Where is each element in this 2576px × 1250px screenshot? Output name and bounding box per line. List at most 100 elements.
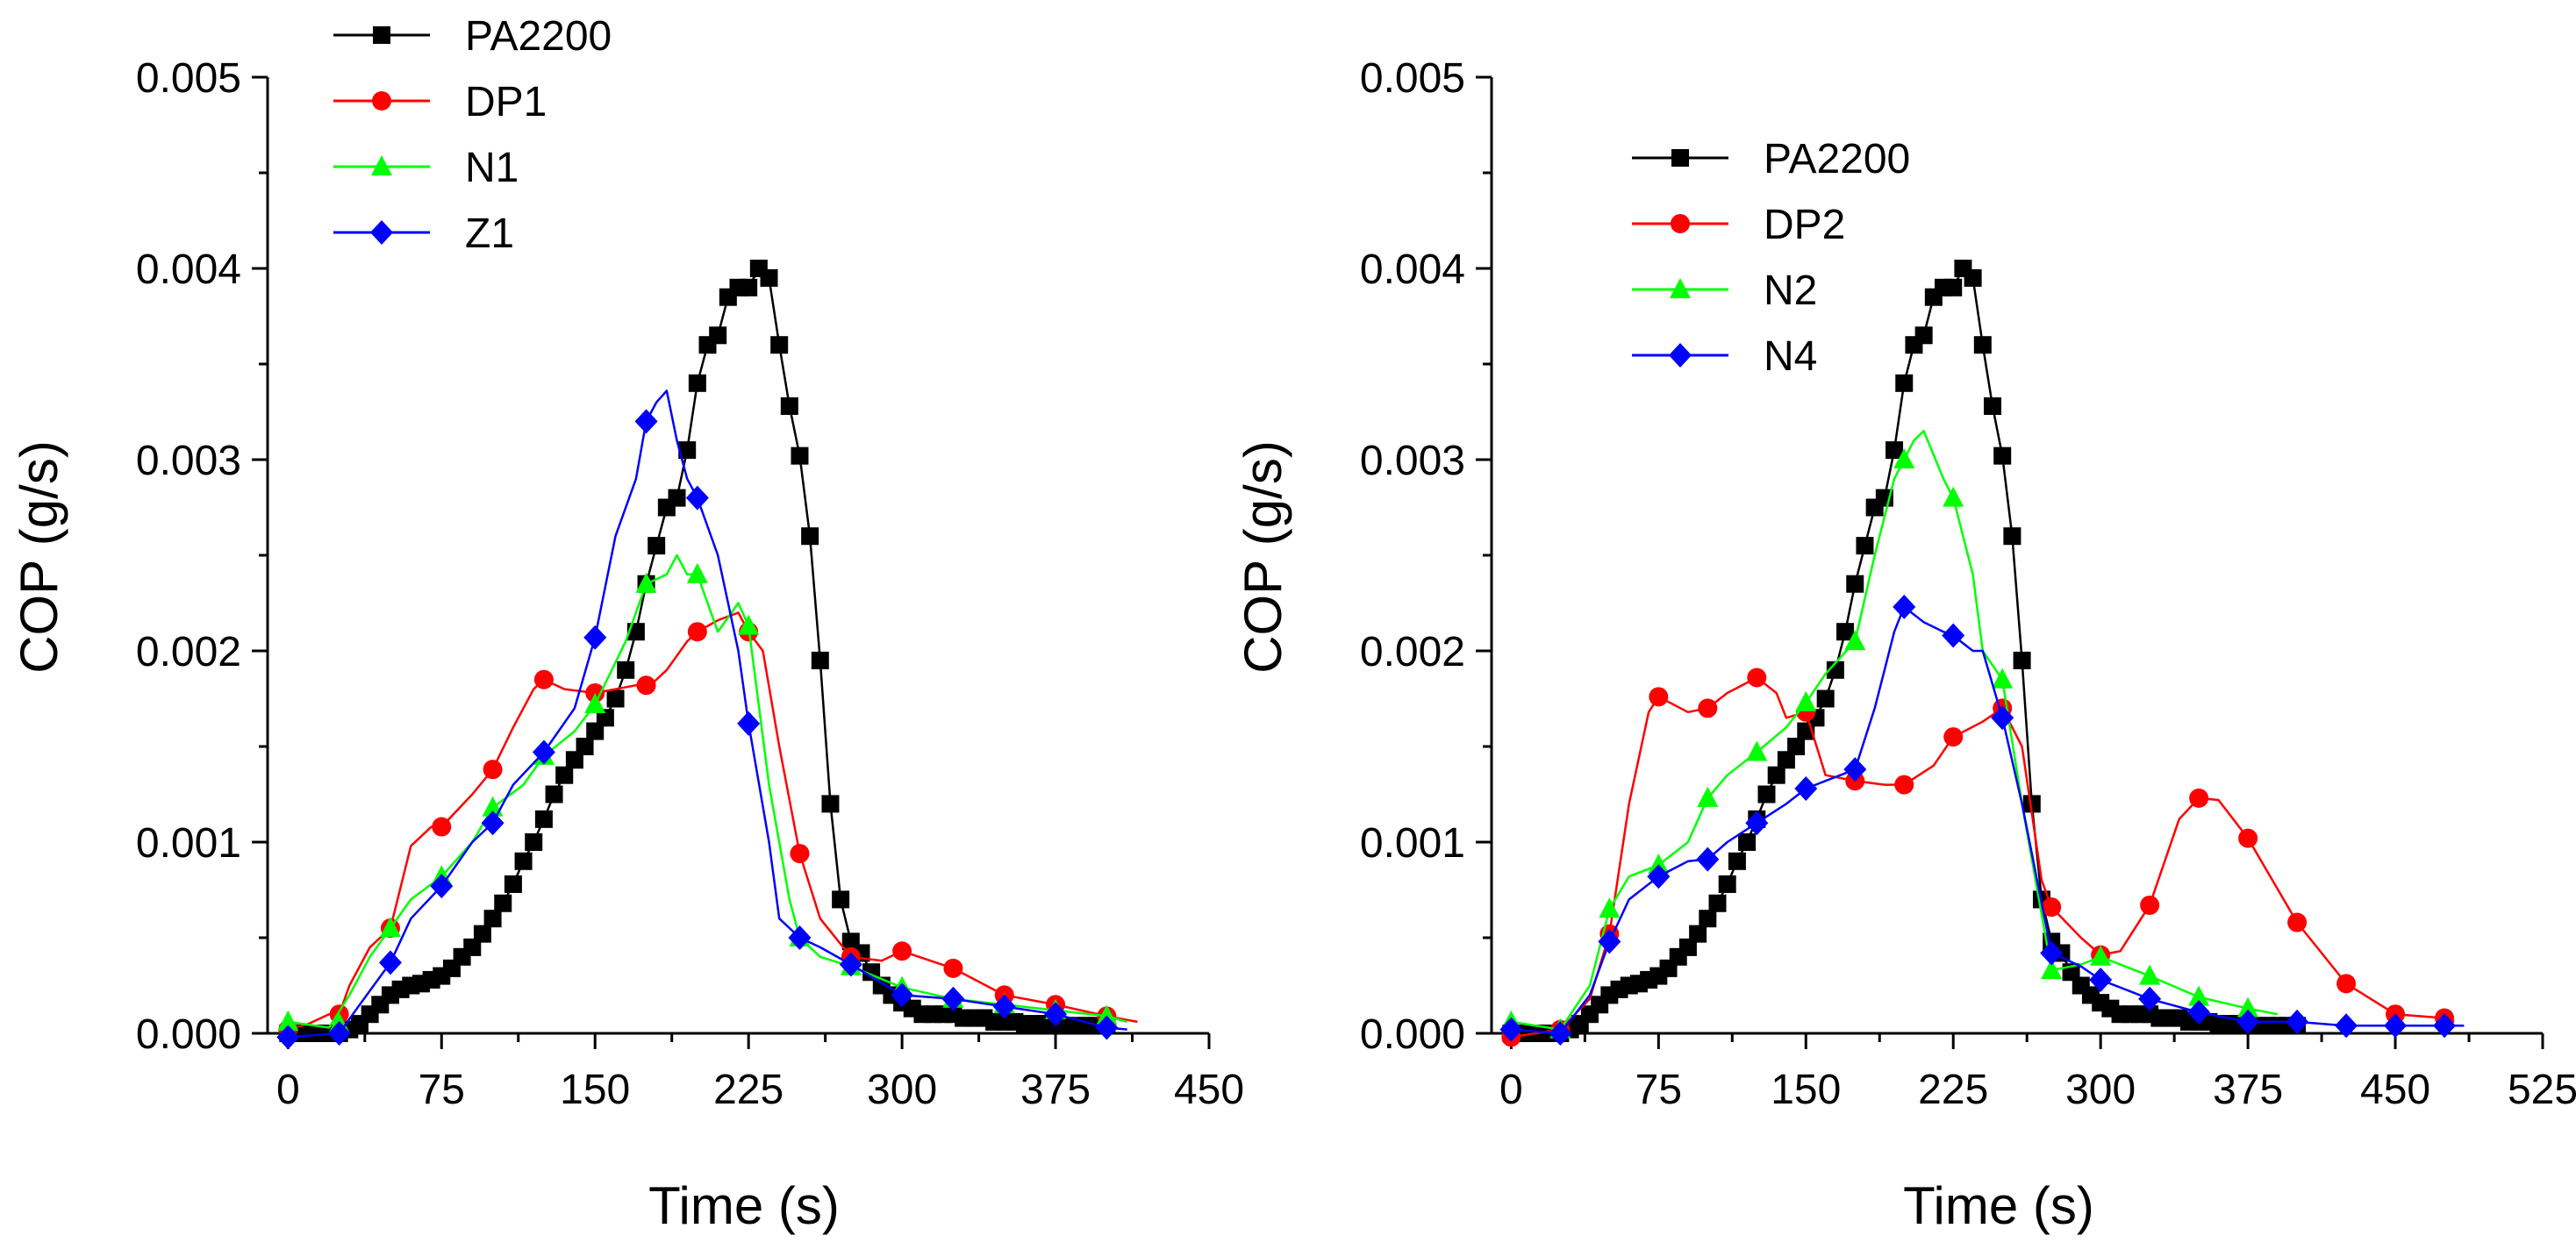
data-point: [1787, 738, 1806, 755]
data-point: [2140, 895, 2160, 915]
data-point: [2384, 1013, 2408, 1039]
x-tick-label: 75: [1635, 1067, 1682, 1113]
chart-left: Time (s) COP (g/s) 0.000 0.001 0.002 0.003 0…: [10, 13, 1244, 1235]
series-line: [287, 611, 1138, 1031]
x-tick-label: 375: [2213, 1067, 2283, 1113]
data-point: [685, 485, 709, 511]
data-point: [1549, 1021, 1572, 1046]
data-point: [379, 917, 401, 938]
y-tick-label: 0.002: [136, 629, 241, 675]
data-point: [2041, 959, 2063, 980]
data-point: [504, 875, 522, 893]
data-point: [2040, 940, 2064, 966]
data-point: [1944, 278, 1963, 296]
y-tick-label: 0.005: [136, 55, 241, 102]
x-tick-label: 75: [419, 1067, 465, 1113]
data-point: [378, 950, 402, 975]
x-tick-label: 0: [1499, 1067, 1523, 1113]
data-point: [1794, 775, 1818, 801]
y-tick-label: 0.003: [136, 438, 241, 484]
data-point: [1648, 854, 1670, 875]
series-line: [288, 554, 1128, 1029]
data-point: [1699, 910, 1717, 928]
data-point: [780, 396, 798, 415]
y-tick-label: 0.000: [136, 1011, 241, 1058]
data-point: [1816, 689, 1835, 708]
data-point: [1738, 833, 1757, 851]
legend-marker: [1671, 214, 1690, 233]
data-point: [1885, 441, 1904, 460]
data-point: [832, 890, 850, 909]
legend-label: N1: [465, 145, 519, 191]
data-point: [2042, 897, 2062, 918]
data-point: [1894, 775, 1914, 795]
chart-right: Time (s) COP (g/s) 0.000 0.001 0.002 0.003 0…: [1234, 55, 2576, 1235]
data-point: [1767, 766, 1785, 784]
series-n2: [1500, 430, 2278, 1039]
data-point: [1095, 1015, 1119, 1040]
data-point: [576, 738, 594, 755]
y-tick-label: 0.001: [136, 820, 241, 867]
data-point: [430, 874, 454, 899]
data-point: [2013, 651, 2031, 669]
series-pa2200: [1502, 260, 2307, 1042]
data-point: [678, 441, 697, 460]
series-pa2200: [279, 260, 1116, 1042]
data-point: [770, 336, 789, 354]
data-point: [1984, 396, 2002, 415]
data-point: [1856, 537, 1874, 555]
data-point: [2335, 1013, 2358, 1039]
y-tick-label: 0.004: [1360, 246, 1465, 293]
x-axis-label: Time (s): [1903, 1176, 2094, 1235]
legend-marker: [1670, 278, 1691, 298]
data-point: [1696, 846, 1720, 872]
data-point: [1846, 575, 1864, 593]
data-point: [941, 986, 965, 1011]
y-tick-label: 0.002: [1360, 629, 1465, 675]
data-point: [1678, 938, 1697, 956]
x-tick-label: 300: [867, 1067, 937, 1113]
data-point: [2287, 912, 2308, 932]
x-tick-label: 150: [1771, 1067, 1841, 1113]
data-point: [2336, 974, 2357, 994]
data-point: [688, 374, 706, 392]
legend-label: N2: [1764, 268, 1817, 314]
data-point: [1993, 446, 2012, 465]
data-point: [2090, 945, 2112, 966]
data-point: [555, 766, 574, 784]
data-point: [1718, 875, 1736, 893]
data-point: [1895, 374, 1914, 392]
data-point: [1647, 864, 1671, 889]
data-point: [565, 751, 583, 769]
data-point: [1973, 336, 1992, 354]
data-point: [1746, 740, 1768, 761]
legend-label: PA2200: [1764, 136, 1910, 182]
data-point: [1826, 661, 1844, 679]
data-point: [533, 669, 554, 689]
data-point: [648, 537, 666, 555]
data-point: [2189, 788, 2209, 808]
data-point: [525, 833, 543, 851]
data-point: [1844, 630, 1866, 651]
x-tick-label: 450: [1174, 1067, 1244, 1113]
data-point: [545, 785, 563, 804]
legend-marker: [1671, 149, 1689, 167]
data-point: [811, 651, 829, 669]
data-point: [892, 941, 912, 961]
data-point: [1893, 594, 1916, 619]
series-line: [1511, 430, 2278, 1031]
data-point: [788, 925, 812, 950]
data-point: [760, 268, 778, 287]
series-z1: [276, 389, 1127, 1050]
y-tick-label: 0.004: [136, 246, 241, 293]
data-point: [2139, 964, 2161, 985]
legend-marker: [370, 220, 393, 245]
data-point: [483, 910, 502, 928]
data-point: [596, 709, 614, 727]
data-point: [584, 693, 606, 714]
data-point: [668, 489, 686, 507]
data-point: [1757, 785, 1776, 804]
data-point: [1499, 1017, 1523, 1042]
data-point: [1728, 852, 1746, 870]
legend-label: PA2200: [465, 13, 612, 60]
